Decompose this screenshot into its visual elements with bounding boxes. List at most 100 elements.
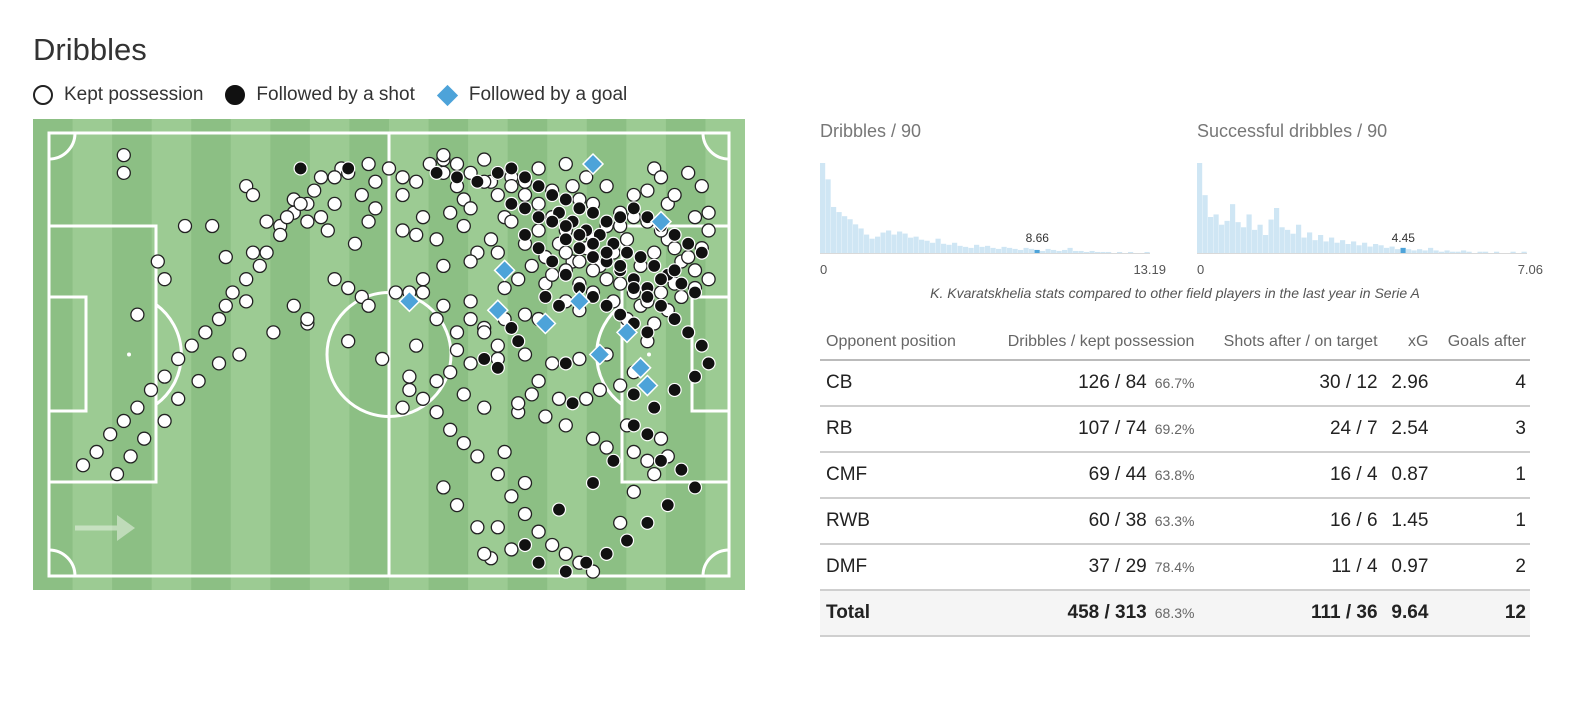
dribble-kept-point[interactable]: [436, 258, 451, 274]
dribble-kept-point[interactable]: [517, 187, 533, 203]
dribble-kept-point[interactable]: [477, 325, 492, 340]
dribble-shot-point[interactable]: [585, 236, 601, 251]
dribble-shot-point[interactable]: [558, 192, 573, 207]
dribble-kept-point[interactable]: [252, 258, 267, 274]
dribble-kept-point[interactable]: [150, 254, 165, 269]
dribble-kept-point[interactable]: [395, 170, 410, 185]
dribble-goal-point[interactable]: [568, 290, 591, 313]
dribble-kept-point[interactable]: [327, 196, 342, 212]
dribble-kept-point[interactable]: [415, 285, 431, 300]
dribble-kept-point[interactable]: [647, 466, 662, 482]
dribble-shot-point[interactable]: [558, 218, 573, 234]
dribble-kept-point[interactable]: [218, 249, 233, 265]
dribble-kept-point[interactable]: [75, 458, 91, 473]
dribble-kept-point[interactable]: [674, 289, 689, 305]
dribble-kept-point[interactable]: [531, 161, 546, 176]
dribble-shot-point[interactable]: [517, 227, 533, 242]
dribble-kept-point[interactable]: [558, 418, 573, 433]
dribble-kept-point[interactable]: [456, 387, 471, 402]
dribble-kept-point[interactable]: [667, 241, 682, 256]
dribble-kept-point[interactable]: [619, 232, 635, 247]
dribble-kept-point[interactable]: [538, 409, 553, 424]
dribble-shot-point[interactable]: [531, 241, 546, 256]
dribble-kept-point[interactable]: [293, 196, 308, 212]
dribble-shot-point[interactable]: [640, 427, 655, 442]
dribble-shot-point[interactable]: [640, 289, 655, 305]
dribble-kept-point[interactable]: [490, 245, 505, 260]
dribble-kept-point[interactable]: [103, 427, 118, 442]
dribble-shot-point[interactable]: [619, 245, 635, 260]
dribble-kept-point[interactable]: [483, 232, 499, 247]
dribble-kept-point[interactable]: [198, 325, 213, 340]
dribble-kept-point[interactable]: [701, 272, 716, 287]
dribble-kept-point[interactable]: [497, 280, 512, 296]
dribble-kept-point[interactable]: [429, 373, 444, 389]
dribble-shot-point[interactable]: [531, 210, 546, 225]
dribble-kept-point[interactable]: [409, 227, 424, 243]
dribble-shot-point[interactable]: [619, 533, 635, 548]
dribble-kept-point[interactable]: [347, 236, 363, 251]
table-row[interactable]: DMF 37 / 29 78.4% 11 / 4 0.97 2: [820, 544, 1530, 591]
col-header-goals[interactable]: Goals after: [1432, 325, 1530, 361]
dribble-kept-point[interactable]: [504, 542, 519, 557]
dribble-shot-point[interactable]: [572, 201, 587, 216]
dribble-goal-point[interactable]: [588, 343, 611, 366]
dribble-kept-point[interactable]: [361, 156, 376, 172]
dribble-kept-point[interactable]: [409, 174, 424, 189]
dribble-kept-point[interactable]: [171, 391, 186, 406]
dribble-shot-point[interactable]: [565, 396, 580, 411]
dribble-kept-point[interactable]: [449, 325, 465, 340]
dribble-kept-point[interactable]: [626, 484, 641, 499]
dribble-kept-point[interactable]: [211, 311, 227, 327]
dribble-shot-point[interactable]: [585, 249, 601, 265]
dribble-kept-point[interactable]: [517, 347, 533, 362]
dribble-kept-point[interactable]: [511, 272, 526, 287]
dribble-kept-point[interactable]: [456, 435, 471, 451]
dribble-kept-point[interactable]: [436, 148, 451, 163]
dribble-kept-point[interactable]: [218, 298, 233, 313]
dribble-kept-point[interactable]: [517, 506, 533, 522]
dribble-shot-point[interactable]: [667, 227, 682, 242]
dribble-shot-point[interactable]: [341, 161, 356, 176]
dribble-kept-point[interactable]: [239, 272, 254, 287]
dribble-kept-point[interactable]: [558, 546, 573, 562]
dribble-shot-point[interactable]: [531, 179, 546, 194]
dribble-kept-point[interactable]: [517, 307, 533, 322]
dribble-kept-point[interactable]: [245, 187, 261, 203]
dribble-kept-point[interactable]: [701, 205, 716, 220]
dribble-kept-point[interactable]: [245, 245, 261, 260]
dribble-kept-point[interactable]: [545, 537, 560, 553]
dribble-kept-point[interactable]: [415, 391, 431, 406]
dribble-shot-point[interactable]: [667, 311, 682, 327]
dribble-shot-point[interactable]: [613, 258, 628, 273]
dribble-kept-point[interactable]: [327, 170, 342, 185]
dribble-kept-point[interactable]: [524, 258, 539, 274]
dribble-kept-point[interactable]: [531, 223, 546, 238]
dribble-kept-point[interactable]: [647, 245, 662, 260]
dribble-shot-point[interactable]: [511, 334, 526, 349]
dribble-kept-point[interactable]: [109, 466, 125, 482]
dribble-shot-point[interactable]: [504, 161, 519, 176]
dribble-kept-point[interactable]: [613, 378, 628, 393]
dribble-kept-point[interactable]: [116, 413, 131, 429]
dribble-shot-point[interactable]: [558, 232, 573, 247]
dribble-kept-point[interactable]: [205, 218, 220, 234]
dribble-kept-point[interactable]: [592, 382, 607, 398]
dribble-kept-point[interactable]: [116, 148, 131, 163]
dribble-kept-point[interactable]: [626, 187, 641, 203]
dribble-kept-point[interactable]: [443, 422, 458, 437]
dribble-shot-point[interactable]: [585, 205, 601, 220]
dribble-kept-point[interactable]: [436, 480, 451, 495]
dribble-kept-point[interactable]: [259, 245, 274, 260]
dribble-shot-point[interactable]: [694, 245, 709, 260]
dribble-shot-point[interactable]: [470, 174, 485, 189]
dribble-kept-point[interactable]: [599, 272, 614, 287]
dribble-kept-point[interactable]: [395, 400, 410, 415]
dribble-kept-point[interactable]: [313, 210, 329, 225]
dribble-kept-point[interactable]: [259, 214, 274, 229]
dribble-kept-point[interactable]: [429, 311, 444, 327]
dribble-kept-point[interactable]: [395, 187, 410, 203]
dribble-kept-point[interactable]: [504, 179, 519, 194]
dribble-kept-point[interactable]: [211, 356, 227, 371]
dribble-shot-point[interactable]: [667, 382, 682, 398]
